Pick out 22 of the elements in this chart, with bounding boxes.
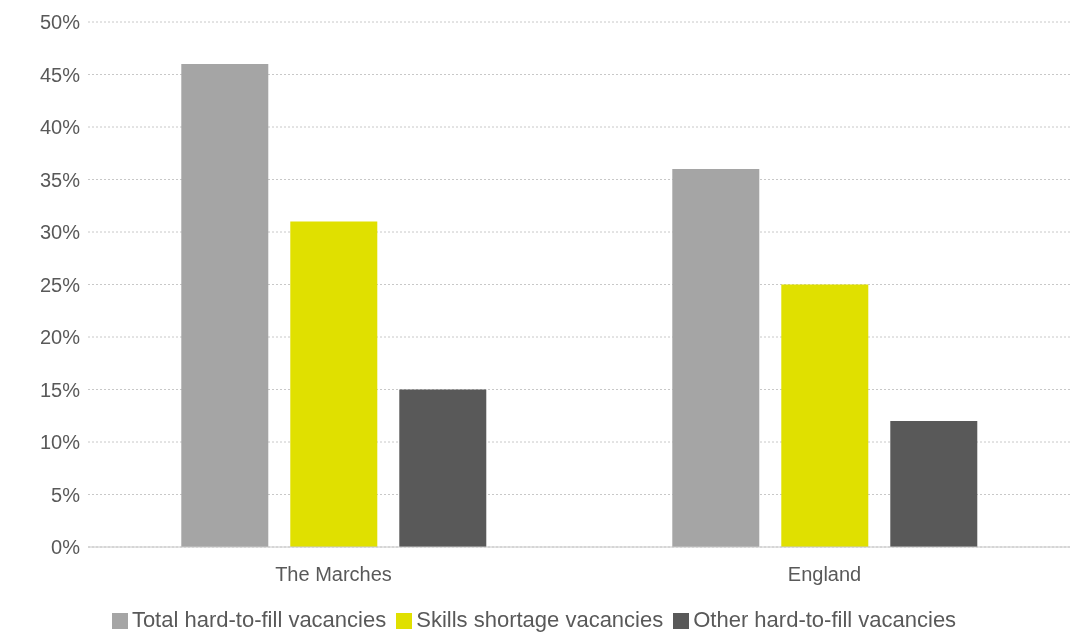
bar bbox=[181, 64, 269, 547]
bar bbox=[399, 389, 487, 547]
x-tick-label: The Marches bbox=[275, 563, 392, 586]
bar bbox=[890, 421, 978, 547]
legend-label: Other hard-to-fill vacancies bbox=[693, 607, 957, 632]
y-tick-label: 35% bbox=[39, 168, 81, 191]
y-tick-label: 15% bbox=[39, 378, 81, 401]
y-tick-label: 0% bbox=[51, 536, 81, 559]
x-tick-label: England bbox=[787, 563, 862, 586]
y-tick-label: 40% bbox=[39, 116, 81, 139]
y-tick-label: 30% bbox=[39, 221, 81, 244]
bar bbox=[781, 284, 869, 547]
y-tick-label: 25% bbox=[39, 273, 81, 296]
legend-label: Total hard-to-fill vacancies bbox=[131, 607, 387, 632]
legend-label: Skills shortage vacancies bbox=[416, 607, 664, 632]
y-tick-label: 50% bbox=[39, 11, 81, 34]
y-tick-label: 20% bbox=[39, 326, 81, 349]
y-tick-label: 10% bbox=[39, 431, 81, 454]
y-tick-label: 45% bbox=[39, 63, 81, 86]
bar bbox=[290, 221, 378, 547]
y-tick-label: 5% bbox=[51, 483, 81, 506]
bar bbox=[672, 169, 760, 547]
